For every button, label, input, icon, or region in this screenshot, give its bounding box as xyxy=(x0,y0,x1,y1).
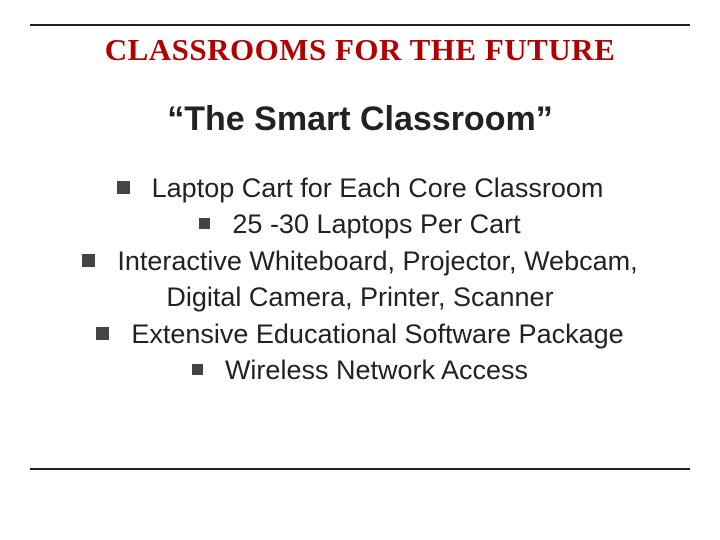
body-line: Extensive Educational Software Package xyxy=(45,316,675,352)
slide-title: CLASSROOMS FOR THE FUTURE xyxy=(0,32,720,68)
rule-bottom xyxy=(30,468,690,470)
square-bullet-icon xyxy=(199,218,210,229)
body-line-text: Interactive Whiteboard, Projector, Webca… xyxy=(117,243,637,279)
square-bullet-icon xyxy=(96,327,109,340)
body-line: Interactive Whiteboard, Projector, Webca… xyxy=(45,243,675,279)
body-line-text: Wireless Network Access xyxy=(225,352,528,388)
body-line-text: Extensive Educational Software Package xyxy=(131,316,623,352)
rule-top xyxy=(30,24,690,26)
body-line: Laptop Cart for Each Core Classroom xyxy=(45,170,675,206)
body-line: Wireless Network Access xyxy=(45,352,675,388)
body-line: Digital Camera, Printer, Scanner xyxy=(45,279,675,315)
slide-subtitle: “The Smart Classroom” xyxy=(0,100,720,139)
square-bullet-icon xyxy=(117,181,130,194)
body-line-text: 25 -30 Laptops Per Cart xyxy=(232,206,520,242)
square-bullet-icon xyxy=(192,364,203,375)
slide-body: Laptop Cart for Each Core Classroom25 -3… xyxy=(45,170,675,389)
body-line-text: Laptop Cart for Each Core Classroom xyxy=(152,170,604,206)
body-line-text: Digital Camera, Printer, Scanner xyxy=(166,279,553,315)
square-bullet-icon xyxy=(82,254,95,267)
body-line: 25 -30 Laptops Per Cart xyxy=(45,206,675,242)
slide: CLASSROOMS FOR THE FUTURE “The Smart Cla… xyxy=(0,0,720,540)
